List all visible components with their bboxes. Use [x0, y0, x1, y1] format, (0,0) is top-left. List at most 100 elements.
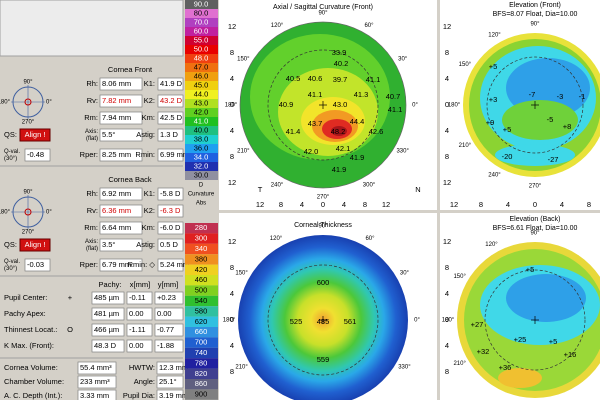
scale-label: 780: [195, 358, 208, 367]
value: 7.94 mm: [102, 113, 131, 122]
scale-label: 500: [195, 286, 208, 295]
scale-label: 820: [195, 369, 208, 378]
scale-swatch: [185, 347, 218, 359]
value-box: [157, 111, 184, 125]
scale-swatch: [185, 243, 218, 255]
x-axis-label: 8: [279, 200, 283, 209]
field-sublabel: (flat): [86, 246, 98, 252]
compass-label: 90°: [23, 80, 33, 86]
value: 0.00: [129, 309, 144, 318]
map-value: +32: [477, 347, 490, 356]
angle-label: 150°: [453, 274, 466, 280]
scale-label: 46.0: [194, 71, 209, 80]
qs-button-label[interactable]: Align !: [25, 130, 46, 139]
map-value: -3: [557, 92, 564, 101]
angle-label: 180°: [223, 318, 236, 324]
scale-swatch: [185, 108, 218, 117]
value: -6.0 D: [160, 223, 181, 232]
y-axis-label: 0: [445, 100, 449, 109]
field-sublabel: (flat): [86, 136, 98, 142]
qs-label: QS:: [4, 240, 17, 249]
field-label: Cornea Volume:: [4, 363, 58, 372]
scale-label: 900: [195, 390, 208, 399]
map-value: 559: [317, 355, 330, 364]
field-label: K1:: [144, 79, 155, 88]
map-value: +5: [549, 337, 558, 346]
value-box: [154, 307, 184, 321]
value-box: [99, 238, 143, 252]
field-label: Km:: [142, 113, 155, 122]
angle-label: 150°: [235, 271, 248, 277]
field-label: Rv:: [87, 206, 98, 215]
map-value: -20: [502, 152, 513, 161]
value-box: [154, 323, 184, 337]
angle-label: 120°: [271, 23, 284, 29]
y-axis-label: 0: [445, 315, 449, 324]
angle-label: 120°: [485, 242, 498, 248]
map-subtitle: BFS=8.07 Float, Dia=10.00: [493, 11, 578, 18]
value: 8.06 mm: [102, 79, 131, 88]
scale-label: 280: [195, 223, 208, 232]
value-box: [156, 375, 184, 389]
value-box: [99, 258, 143, 272]
angle-label: 0°: [412, 103, 418, 109]
map-value: 41.9: [350, 153, 365, 162]
value: 0.5 D: [160, 240, 179, 249]
map-value: +27: [471, 320, 484, 329]
field-label: Rmin:: [135, 150, 155, 159]
field-label: Rm:: [84, 113, 98, 122]
field-label: HWTW:: [129, 363, 155, 372]
scale-swatch: [185, 358, 218, 369]
y-axis-label: 12: [228, 237, 236, 246]
map-value: 42.0: [304, 147, 319, 156]
y-axis-label: 12: [443, 178, 451, 187]
x-axis-label: 4: [506, 200, 510, 209]
x-axis-label: 12: [382, 200, 390, 209]
table-header: Pachy:: [99, 280, 122, 289]
value: 5.24 mm: [160, 260, 189, 269]
angle-label: 150°: [459, 62, 472, 68]
angle-label: 270°: [317, 195, 330, 201]
scale-swatch: [185, 162, 218, 171]
y-axis-label: 12: [228, 178, 236, 187]
value: -1.88: [157, 341, 174, 350]
scale-label: 43.0: [194, 98, 209, 107]
x-axis-label: 4: [342, 200, 346, 209]
scale-swatch: [185, 18, 218, 27]
field-label: Axis:: [85, 129, 98, 135]
field-label: K2:: [144, 206, 155, 215]
angle-label: 210°: [453, 361, 466, 367]
value-box: [99, 148, 143, 162]
scale-label: 40.0: [194, 125, 209, 134]
scale-label: 340: [195, 244, 208, 253]
y-axis-label: 8: [445, 263, 449, 272]
field-label: Astig:: [136, 240, 155, 249]
angle-label: 120°: [488, 32, 501, 38]
value-box: [157, 221, 184, 235]
row-label: Pachy Apex:: [4, 309, 46, 318]
field-label: Km:: [142, 223, 155, 232]
y-axis-label: 8: [230, 367, 234, 376]
value-box: [91, 291, 125, 305]
value-box: [157, 128, 184, 142]
qval-label: Q-val.: [4, 149, 20, 155]
qs-button-label[interactable]: Align !: [25, 240, 46, 249]
scale-swatch: [185, 254, 218, 265]
compass-label: 0°: [46, 100, 52, 106]
compass-label: 180°: [0, 100, 11, 106]
y-axis-label: 8: [445, 48, 449, 57]
map-labels: Axial / Sagittal Curvature (Front)33.940…: [225, 4, 421, 209]
y-axis-label: 4: [230, 289, 234, 298]
scale-label: 80.0: [194, 8, 209, 17]
x-axis-label: 8: [363, 200, 367, 209]
value-box: [157, 238, 184, 252]
scale-swatch: [185, 233, 218, 244]
value: 8.25 mm: [102, 150, 131, 159]
side-label: N: [415, 185, 420, 194]
scale-label: 460: [195, 275, 208, 284]
value-box: [157, 77, 184, 91]
angle-label: 90°: [318, 224, 328, 230]
y-axis-label: 12: [443, 237, 451, 246]
field-label: Pupil Dia:: [123, 391, 155, 400]
